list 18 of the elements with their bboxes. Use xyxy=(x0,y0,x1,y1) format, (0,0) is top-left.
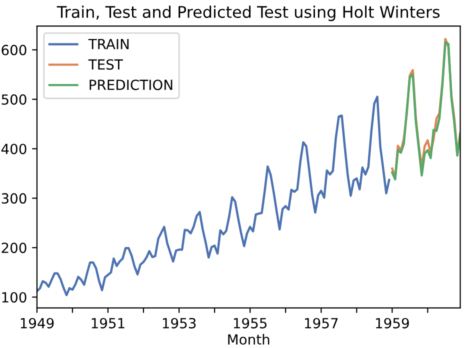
y-tick-label: 400 xyxy=(1,144,26,154)
y-tick-label: 100 xyxy=(2,292,26,303)
legend-label: TRAIN xyxy=(88,39,129,50)
x-tick-label: 1957 xyxy=(305,318,338,328)
legend-label: TEST xyxy=(88,59,123,70)
x-tick-label: 1949 xyxy=(20,318,54,328)
x-axis-title: Month xyxy=(228,334,270,345)
y-tick-label: 500 xyxy=(2,94,26,105)
x-tick-label: 1959 xyxy=(376,318,409,328)
y-tick-label: 200 xyxy=(2,242,26,254)
x-tick-label: 1951 xyxy=(92,318,124,328)
chart-title: Train, Test and Predicted Test using Holt Winters xyxy=(56,6,440,22)
y-tick-label: 600 xyxy=(2,44,26,56)
legend-label: PREDICTION xyxy=(90,80,172,90)
x-tick-label: 1955 xyxy=(234,318,267,328)
y-tick-label: 300 xyxy=(2,193,26,204)
x-tick-label: 1953 xyxy=(162,318,196,328)
line-series xyxy=(36,96,390,296)
